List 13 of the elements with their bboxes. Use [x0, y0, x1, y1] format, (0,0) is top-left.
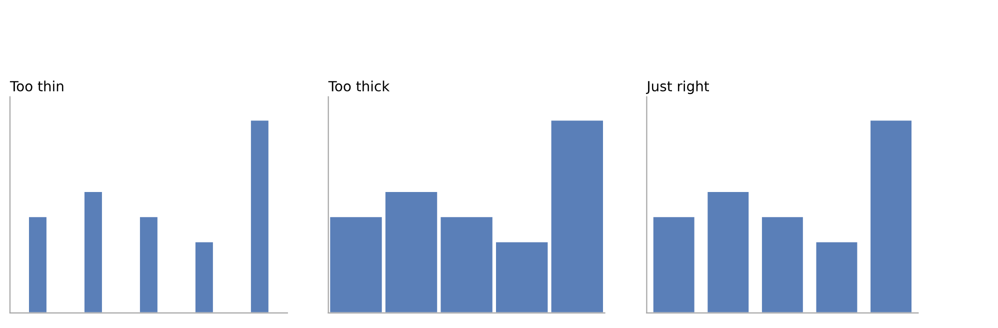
bar: [814, 240, 859, 313]
chart-title: Too thin: [10, 80, 64, 92]
bar: [652, 216, 696, 313]
bar: [760, 216, 804, 313]
bar: [250, 119, 270, 313]
chart-title: Just right: [646, 80, 709, 94]
bar: [194, 240, 214, 313]
bar: [28, 216, 48, 313]
bar: [706, 190, 750, 313]
chart-title: Too thick: [328, 80, 390, 92]
bar: [138, 216, 159, 313]
bar: [869, 119, 913, 313]
bar: [83, 190, 104, 313]
